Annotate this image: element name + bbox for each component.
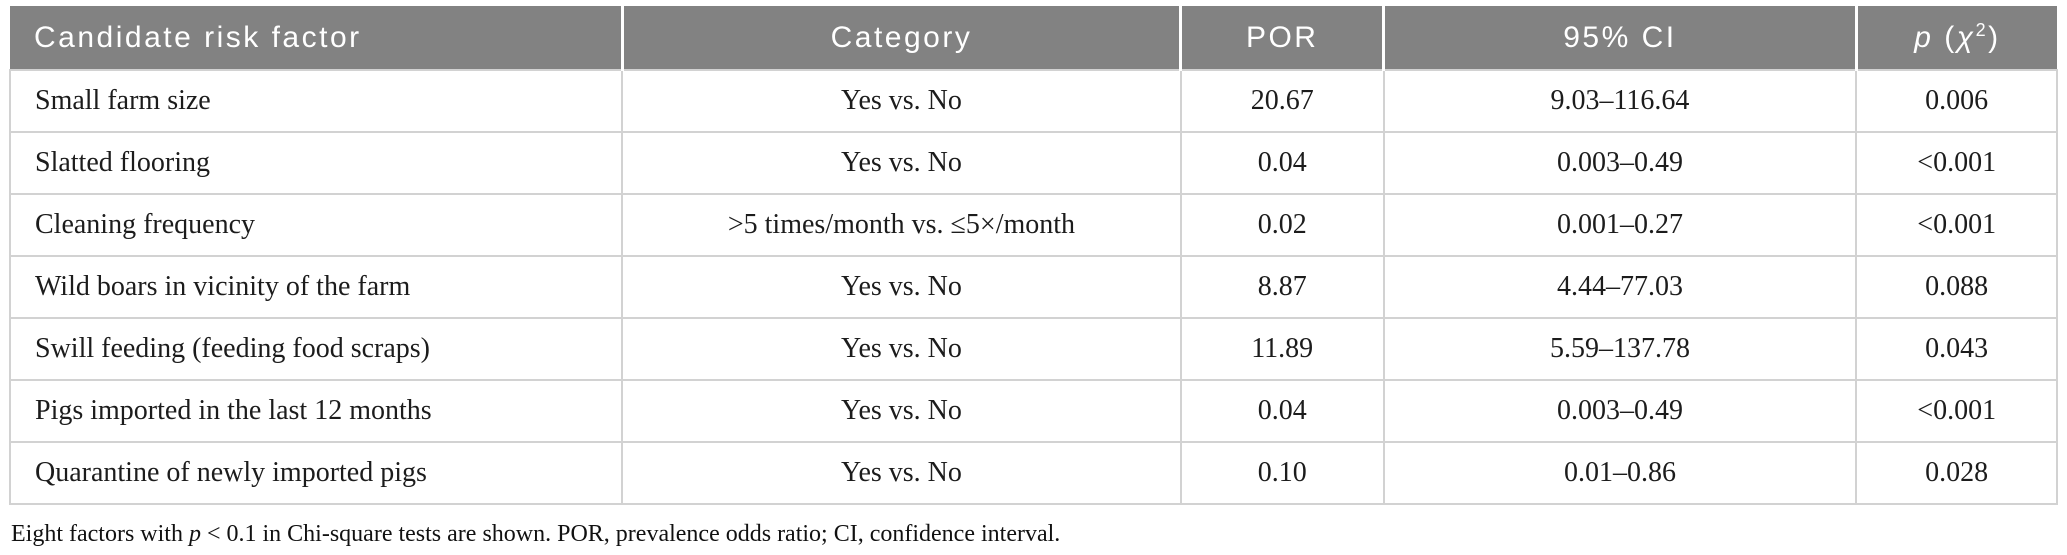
ci-cell: 0.003–0.49 [1382, 131, 1858, 195]
risk-factor-cell: Pigs imported in the last 12 months [8, 379, 624, 443]
table-row: Swill feeding (feeding food scraps) Yes … [8, 317, 2058, 381]
table-row: Pigs imported in the last 12 months Yes … [8, 379, 2058, 443]
column-header-risk-factor: Candidate risk factor [10, 6, 623, 70]
ci-cell: 0.01–0.86 [1382, 441, 1858, 505]
risk-factor-table: Candidate risk factor Category POR 95% C… [8, 6, 2058, 505]
footnote-text-pre: Eight factors with [11, 521, 189, 547]
por-cell: 20.67 [1179, 69, 1385, 133]
column-header-category: Category [620, 6, 1181, 70]
por-cell: 0.04 [1179, 379, 1385, 443]
p-value-cell: 0.088 [1855, 255, 2058, 319]
table-row: Cleaning frequency >5 times/month vs. ≤5… [8, 193, 2058, 257]
paren-close: ) [1988, 20, 2001, 54]
p-value-cell: <0.001 [1855, 379, 2058, 443]
ci-cell: 0.003–0.49 [1382, 379, 1858, 443]
p-value-cell: 0.006 [1855, 69, 2058, 133]
category-cell: Yes vs. No [621, 69, 1182, 133]
table-row: Small farm size Yes vs. No 20.67 9.03–11… [8, 69, 2058, 133]
p-symbol: p [1914, 20, 1934, 54]
paren-open: ( [1933, 20, 1957, 54]
por-cell: 0.04 [1179, 131, 1385, 195]
risk-factor-cell: Slatted flooring [8, 131, 624, 195]
table-row: Quarantine of newly imported pigs Yes vs… [8, 441, 2058, 505]
chi-symbol: χ [1956, 20, 1976, 54]
ci-cell: 5.59–137.78 [1382, 317, 1858, 381]
p-value-cell: <0.001 [1855, 131, 2058, 195]
risk-factor-cell: Quarantine of newly imported pigs [8, 441, 624, 505]
por-cell: 0.10 [1179, 441, 1385, 505]
p-value-cell: <0.001 [1855, 193, 2058, 257]
category-cell: Yes vs. No [621, 379, 1182, 443]
ci-cell: 9.03–116.64 [1382, 69, 1858, 133]
por-cell: 8.87 [1179, 255, 1385, 319]
p-value-cell: 0.043 [1855, 317, 2058, 381]
table-row: Slatted flooring Yes vs. No 0.04 0.003–0… [8, 131, 2058, 195]
category-cell: Yes vs. No [621, 131, 1182, 195]
risk-factor-cell: Wild boars in vicinity of the farm [8, 255, 624, 319]
ci-cell: 4.44–77.03 [1382, 255, 1858, 319]
risk-factor-cell: Small farm size [8, 69, 624, 133]
p-value-cell: 0.028 [1855, 441, 2058, 505]
column-header-ci: 95% CI [1382, 6, 1857, 70]
por-cell: 11.89 [1179, 317, 1385, 381]
category-cell: >5 times/month vs. ≤5×/month [621, 193, 1182, 257]
risk-factor-cell: Swill feeding (feeding food scraps) [8, 317, 624, 381]
category-cell: Yes vs. No [621, 441, 1182, 505]
table-footnote: Eight factors with p < 0.1 in Chi-square… [11, 521, 2058, 548]
footnote-text-post: < 0.1 in Chi-square tests are shown. POR… [200, 521, 1061, 547]
column-header-por: POR [1179, 6, 1384, 70]
ci-cell: 0.001–0.27 [1382, 193, 1858, 257]
column-header-p-chi2: p (χ2) [1854, 6, 2057, 70]
chi-superscript: 2 [1975, 19, 1989, 40]
header-row: Candidate risk factor Category POR 95% C… [10, 6, 2057, 70]
table-row: Wild boars in vicinity of the farm Yes v… [8, 255, 2058, 319]
category-cell: Yes vs. No [621, 255, 1182, 319]
footnote-p-symbol: p [188, 521, 201, 547]
por-cell: 0.02 [1179, 193, 1385, 257]
risk-factor-cell: Cleaning frequency [8, 193, 624, 257]
category-cell: Yes vs. No [621, 317, 1182, 381]
